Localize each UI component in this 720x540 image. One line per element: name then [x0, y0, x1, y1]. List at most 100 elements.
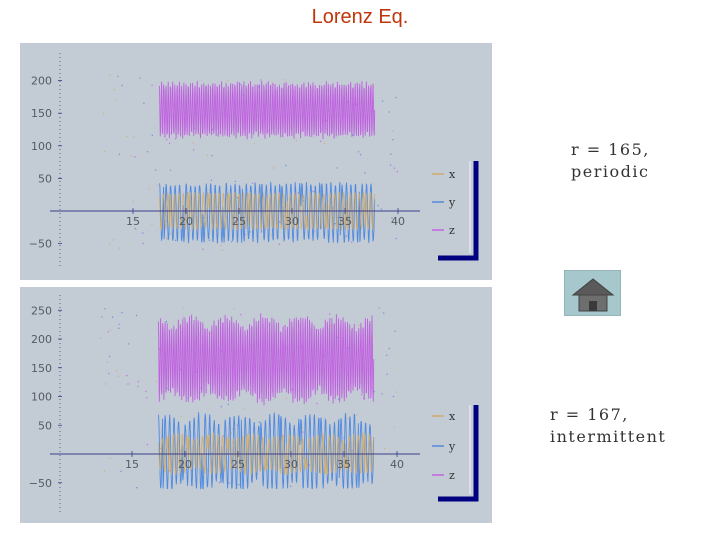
transient-dot	[345, 235, 348, 237]
transient-dot	[108, 355, 111, 358]
transient-dot	[146, 397, 148, 399]
transient-dot	[101, 316, 103, 318]
transient-dot	[134, 227, 136, 230]
transient-dot	[227, 80, 229, 82]
y-tick-label: 50	[38, 419, 52, 432]
transient-dot	[251, 182, 254, 184]
transient-dot	[360, 154, 362, 156]
chart-panel-periodic: 15 20 25 30 35 40 −50 50 100 150 200 x y z	[20, 43, 492, 280]
transient-dot	[169, 232, 172, 235]
transient-dot	[393, 167, 396, 169]
transient-dot	[386, 354, 388, 357]
transient-dot	[231, 428, 234, 430]
transient-dot	[386, 373, 388, 375]
home-button[interactable]	[564, 270, 621, 316]
transient-dot	[127, 383, 129, 385]
transient-dot	[135, 314, 138, 317]
transient-dot	[380, 208, 382, 210]
caption-regime: intermittent	[550, 427, 667, 446]
transient-dot	[357, 151, 360, 153]
x-tick-label: 35	[338, 215, 352, 228]
transient-dot	[395, 96, 397, 99]
y-tick-label: 250	[31, 304, 52, 317]
transient-dot	[146, 151, 149, 153]
lorenz-chart-periodic: 15 20 25 30 35 40 −50 50 100 150 200 x y z	[29, 53, 479, 268]
transient-dot	[337, 398, 340, 400]
caption-r-value: r = 167,	[550, 405, 629, 424]
transient-dot	[166, 138, 168, 141]
x-tick-label: 20	[179, 215, 193, 228]
transient-dot	[143, 102, 145, 104]
chart-panel-intermittent: 15 20 25 30 35 40 −50 50 100 150 200 250 x y z	[20, 287, 492, 523]
transient-dot	[151, 134, 153, 136]
transient-dot	[146, 443, 149, 446]
transient-dot	[202, 248, 204, 250]
legend-label-x: x	[449, 410, 456, 423]
transient-dot	[392, 139, 394, 141]
transient-dot	[104, 150, 106, 152]
transient-dot	[373, 390, 375, 393]
transient-dot	[208, 239, 211, 241]
transient-dot	[108, 372, 110, 375]
transient-dot	[118, 153, 121, 155]
transient-dot	[130, 155, 132, 157]
transient-dot	[392, 395, 395, 398]
transient-dot	[169, 169, 172, 171]
transient-dot	[209, 332, 212, 335]
transient-dot	[118, 327, 120, 329]
transient-dot	[291, 388, 293, 391]
transient-dot	[390, 153, 392, 155]
transient-dot	[109, 329, 112, 331]
transient-dot	[219, 481, 221, 484]
transient-dot	[336, 167, 338, 169]
transient-dot	[238, 484, 240, 486]
transient-dot	[192, 142, 194, 144]
transient-dot	[180, 415, 182, 418]
legend-label-z: z	[449, 469, 455, 482]
transient-dot	[383, 312, 385, 314]
caption-regime: periodic	[571, 162, 650, 181]
transient-dot	[328, 313, 331, 315]
x-tick-label: 15	[126, 215, 140, 228]
transient-dot	[388, 347, 390, 350]
transient-dot	[137, 381, 139, 383]
series-line-x	[159, 190, 376, 232]
transient-dot	[211, 155, 213, 157]
transient-dot	[285, 397, 287, 399]
transient-dot	[118, 323, 120, 326]
x-tick-label: 30	[285, 215, 299, 228]
lorenz-chart-intermittent: 15 20 25 30 35 40 −50 50 100 150 200 250 x y z	[29, 295, 479, 512]
x-tick-label: 40	[391, 215, 405, 228]
transient-dot	[392, 130, 394, 132]
transient-dot	[126, 135, 128, 138]
transient-dot	[134, 156, 136, 158]
transient-dot	[389, 164, 392, 166]
transient-dot	[121, 312, 123, 314]
transient-dot	[154, 169, 157, 171]
transient-dot	[107, 331, 109, 333]
transient-dot	[231, 240, 233, 243]
transient-dot	[230, 432, 233, 434]
transient-dot	[383, 448, 386, 450]
transient-dot	[236, 197, 239, 199]
transient-dot	[117, 75, 119, 77]
transient-dot	[115, 370, 118, 372]
transient-dot	[165, 237, 168, 240]
y-tick-label: 200	[31, 333, 52, 346]
transient-dot	[221, 249, 224, 251]
transient-dot	[133, 136, 135, 138]
transient-dot	[228, 482, 230, 484]
transient-dot	[364, 172, 366, 174]
transient-dot	[346, 417, 349, 419]
transient-dot	[358, 324, 360, 327]
x-tick-label: 35	[337, 458, 351, 471]
legend-label-x: x	[449, 168, 456, 181]
legend-label-y: y	[448, 440, 456, 453]
transient-dot	[253, 143, 255, 145]
transient-dot	[395, 237, 397, 240]
transient-dot	[104, 308, 106, 310]
caption-periodic: r = 165, periodic	[571, 139, 650, 183]
transient-dot	[174, 138, 177, 140]
series-line-z	[159, 80, 376, 140]
transient-dot	[117, 375, 120, 377]
